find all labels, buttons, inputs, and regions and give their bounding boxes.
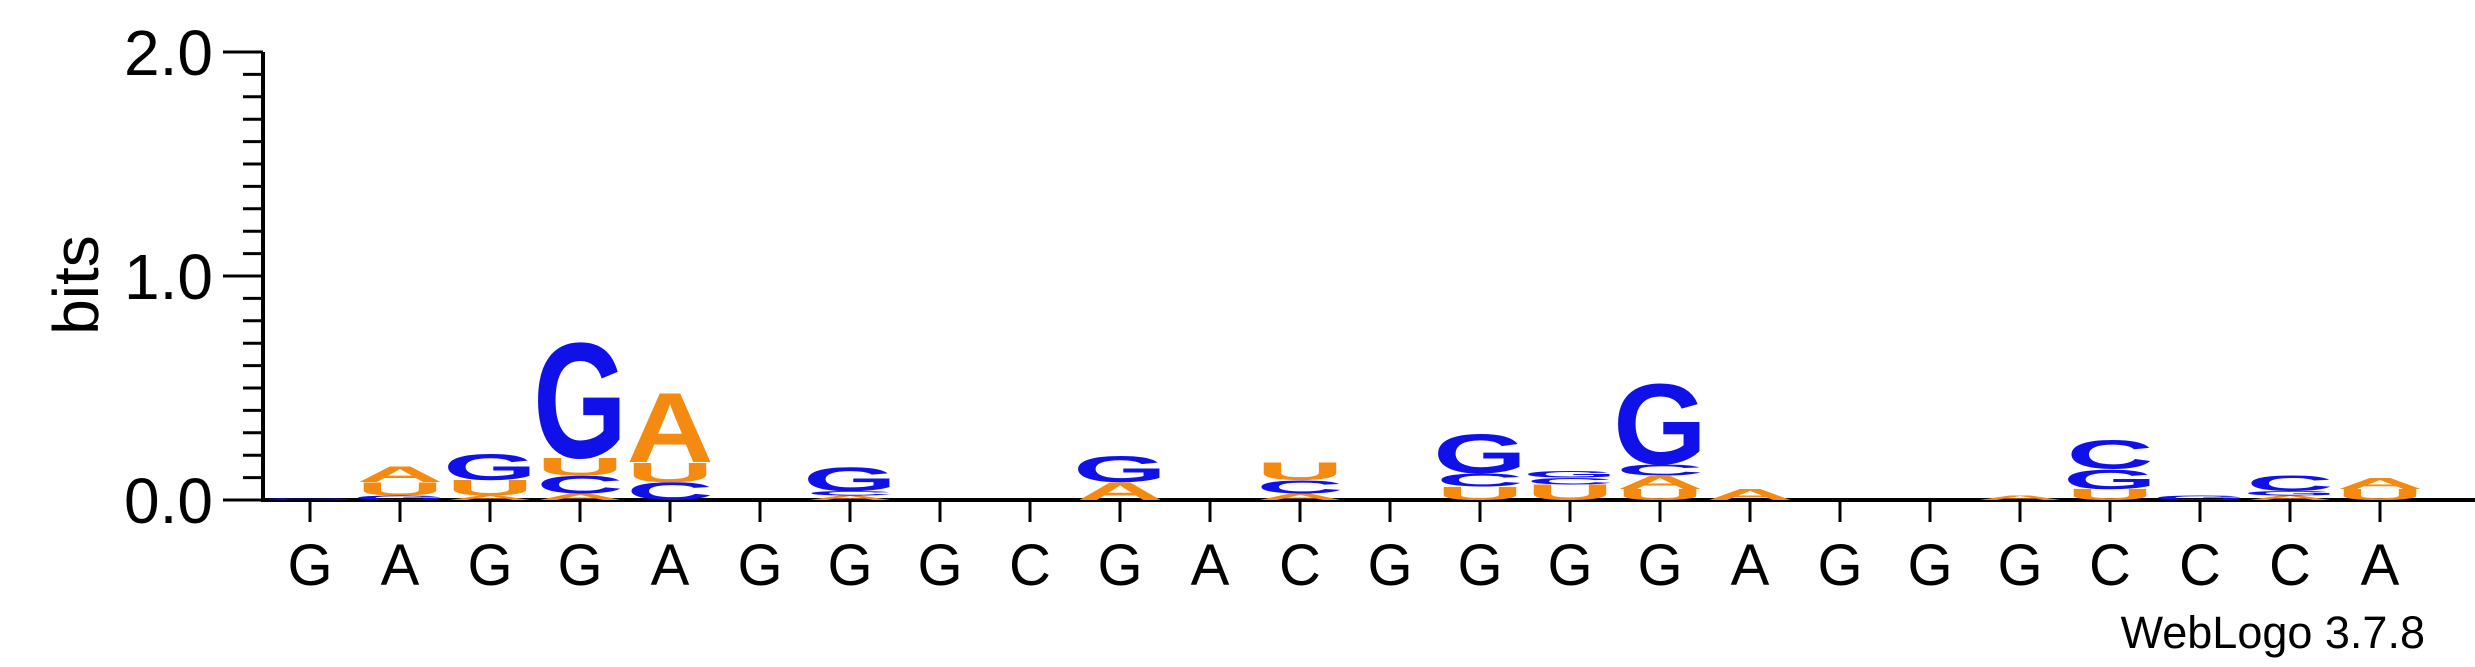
- logo-letter-a: A: [626, 373, 713, 484]
- x-tick-label: C: [2089, 533, 2131, 598]
- logo-letter-a: A: [1976, 494, 2063, 501]
- logo-letter-a: A: [2246, 494, 2333, 501]
- logo-letter-a: A: [1616, 472, 1703, 493]
- logo-letter-g: G: [1433, 422, 1527, 485]
- x-tick-label: G: [1097, 533, 1142, 598]
- logo-letter-u: U: [1436, 483, 1523, 504]
- logo-letter-c: C: [806, 490, 893, 497]
- logo-letter-a: A: [1256, 492, 1343, 502]
- logo-letter-a: A: [2336, 475, 2423, 492]
- logo-letter-c: C: [2066, 433, 2153, 478]
- logo-letter-a: A: [356, 463, 443, 487]
- logo-letter-g: G: [1613, 360, 1707, 489]
- x-tick-label: G: [1817, 533, 1862, 598]
- x-tick-label: G: [1637, 533, 1682, 598]
- logo-letter-a: A: [446, 494, 533, 501]
- x-tick-label: A: [2361, 533, 2400, 598]
- weblogo-credit: WebLogo 3.7.8: [2121, 607, 2425, 658]
- y-tick-label: 2.0: [124, 17, 213, 89]
- logo-letter-a: A: [536, 492, 623, 502]
- logo-letter-g: G: [533, 308, 627, 493]
- x-tick-label: G: [557, 533, 602, 598]
- logo-letter-c: C: [1256, 477, 1343, 498]
- logo-letter-g: G: [803, 460, 897, 498]
- x-tick-label: C: [2269, 533, 2311, 598]
- x-tick-label: A: [651, 533, 690, 598]
- logo-letter-c: C: [1526, 476, 1613, 486]
- logo-letter-a: A: [1706, 486, 1793, 503]
- logo-letter-c: C: [2246, 472, 2333, 496]
- x-tick-label: G: [287, 533, 332, 598]
- y-axis-ticks: 0.0 1.0 2.0: [124, 17, 263, 537]
- x-tick-label: G: [1547, 533, 1592, 598]
- logo-letter-g: G: [353, 494, 447, 501]
- x-tick-label: G: [1997, 533, 2042, 598]
- x-tick-label: G: [737, 533, 782, 598]
- x-tick-label: A: [381, 533, 420, 598]
- logo-letter-g: G: [263, 497, 357, 500]
- logo-letter-g: G: [1523, 469, 1617, 479]
- y-tick-label: 0.0: [124, 465, 213, 537]
- x-tick-label: G: [467, 533, 512, 598]
- y-axis-title: bits: [40, 235, 112, 335]
- logo-letter-g: G: [1073, 448, 1167, 490]
- logo-letter-c: C: [1616, 461, 1703, 478]
- x-tick-label: C: [1279, 533, 1321, 598]
- logo-letter-u: U: [356, 479, 443, 500]
- logo-letter-u: U: [536, 453, 623, 481]
- logo-letter-u: U: [1256, 458, 1343, 486]
- x-tick-label: G: [1457, 533, 1502, 598]
- logo-letter-u: U: [1616, 486, 1703, 503]
- logo-letter-a: A: [806, 494, 893, 501]
- logo-letter-c: C: [536, 471, 623, 499]
- logo-letter-g: G: [443, 446, 537, 488]
- x-tick-label: G: [827, 533, 872, 598]
- logo-letter-u: U: [2336, 486, 2423, 503]
- x-tick-label: C: [2179, 533, 2221, 598]
- logo-letter-c: C: [1436, 470, 1523, 491]
- x-tick-label: G: [1907, 533, 1952, 598]
- logo-letter-g: G: [2063, 464, 2157, 495]
- y-tick-label: 1.0: [124, 241, 213, 313]
- logo-letter-u: U: [626, 457, 713, 488]
- x-tick-label: A: [1731, 533, 1770, 598]
- x-tick-label: G: [917, 533, 962, 598]
- x-tick-label: G: [1367, 533, 1412, 598]
- logo-letter-g: G: [2153, 494, 2247, 501]
- logo-letter-u: U: [446, 476, 533, 500]
- logo-letter-u: U: [2066, 486, 2153, 503]
- x-tick-label: C: [1009, 533, 1051, 598]
- x-tick-label: A: [1191, 533, 1230, 598]
- logo-letter-g: G: [2243, 490, 2337, 497]
